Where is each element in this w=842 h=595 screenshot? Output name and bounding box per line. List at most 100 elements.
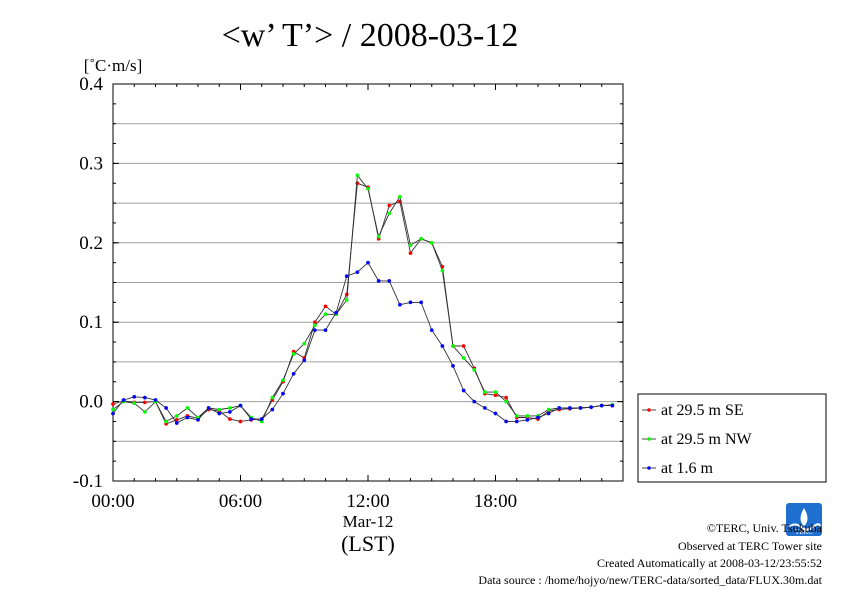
data-point [461, 344, 466, 348]
data-point [493, 393, 498, 398]
series-group [111, 173, 615, 424]
data-source-text: Data source : /home/hojyo/new/TERC-data/… [478, 573, 822, 587]
legend-box [637, 393, 827, 483]
data-point [610, 403, 615, 408]
y-tick-label: 0.0 [79, 392, 103, 413]
data-point [429, 328, 434, 333]
terc-logo-text: TERC [795, 528, 813, 536]
data-point [238, 403, 243, 408]
x-tick-label: 06:00 [219, 491, 262, 512]
data-point [291, 371, 296, 376]
data-point [121, 398, 126, 402]
grid-lines [113, 123, 623, 442]
terc-logo-drop-icon [800, 508, 808, 526]
data-point [227, 410, 232, 414]
data-point [142, 400, 147, 405]
data-point [227, 406, 232, 410]
x-axis-timezone-label: (LST) [341, 531, 395, 556]
legend-marker [647, 437, 651, 441]
data-point [185, 415, 190, 420]
legend-label: at 29.5 m NW [661, 431, 753, 448]
legend-label: at 29.5 m SE [661, 402, 744, 419]
data-point [302, 341, 307, 346]
data-point [557, 406, 562, 410]
data-point [472, 399, 477, 404]
y-tick-label: 0.3 [79, 153, 103, 174]
chart-title: <w’ T’> / 2008-03-12 [222, 17, 519, 54]
x-tick-label: 00:00 [91, 491, 134, 512]
data-point [440, 268, 445, 273]
legend-marker [647, 466, 651, 470]
legend-label: at 1.6 m [661, 460, 714, 477]
data-point [366, 260, 370, 265]
data-point [111, 402, 115, 406]
x-tick-label: 18:00 [474, 491, 517, 512]
data-point [302, 358, 307, 363]
copyright-text: ©TERC, Univ. Tsukuba [707, 521, 823, 535]
data-point [142, 410, 147, 414]
series-group [111, 260, 615, 425]
data-point [153, 398, 158, 402]
data-point [312, 320, 317, 325]
data-point [281, 391, 285, 396]
x-axis-date-label: Mar-12 [343, 512, 394, 531]
data-point [270, 395, 275, 400]
series-lines [111, 173, 615, 426]
data-point [227, 417, 232, 421]
y-axis-unit-label: [˚C·m/s] [84, 56, 143, 75]
data-point [546, 407, 551, 412]
data-point [323, 304, 328, 309]
terc-logo-wave-icon [788, 523, 821, 531]
data-point [536, 415, 540, 420]
data-point [185, 406, 190, 410]
data-point [599, 403, 604, 408]
data-point [472, 367, 477, 372]
series-group [111, 181, 615, 426]
data-point [217, 411, 222, 416]
data-point [249, 417, 254, 421]
y-tick-label: 0.4 [79, 74, 103, 95]
y-tick-label: 0.1 [79, 312, 103, 333]
data-point [408, 243, 413, 248]
data-point [291, 352, 296, 356]
data-point [238, 419, 243, 424]
legend: at 29.5 m SE at 29.5 m NW at 1.6 m [637, 393, 827, 483]
legend-marker [647, 408, 651, 412]
series-line [112, 261, 613, 424]
x-tick-label: 12:00 [346, 491, 389, 512]
data-point [164, 419, 169, 424]
data-point [493, 390, 498, 394]
created-timestamp-text: Created Automatically at 2008-03-12/23:5… [597, 556, 822, 570]
data-point [493, 411, 498, 416]
data-point [217, 407, 222, 412]
data-point [111, 411, 115, 416]
data-point [482, 406, 487, 410]
data-point [206, 406, 211, 410]
data-point [419, 236, 424, 241]
data-point [387, 211, 392, 216]
data-point [567, 406, 572, 410]
data-point [578, 406, 583, 410]
data-point [387, 203, 392, 208]
data-point [482, 390, 487, 394]
data-point [546, 411, 551, 416]
data-point [514, 413, 519, 418]
y-tick-label: 0.2 [79, 233, 103, 254]
data-point [312, 323, 317, 328]
data-point [174, 421, 179, 425]
data-point [111, 407, 115, 412]
data-point [132, 401, 137, 406]
data-point [504, 419, 509, 424]
data-point [312, 328, 317, 333]
data-point [525, 417, 530, 422]
data-point [397, 302, 402, 307]
data-point [408, 251, 413, 256]
data-point [366, 186, 370, 191]
data-point [344, 274, 349, 279]
data-point [259, 417, 264, 421]
data-point [504, 395, 509, 400]
data-point [376, 279, 381, 283]
data-point [270, 407, 275, 412]
series-line [112, 182, 613, 425]
